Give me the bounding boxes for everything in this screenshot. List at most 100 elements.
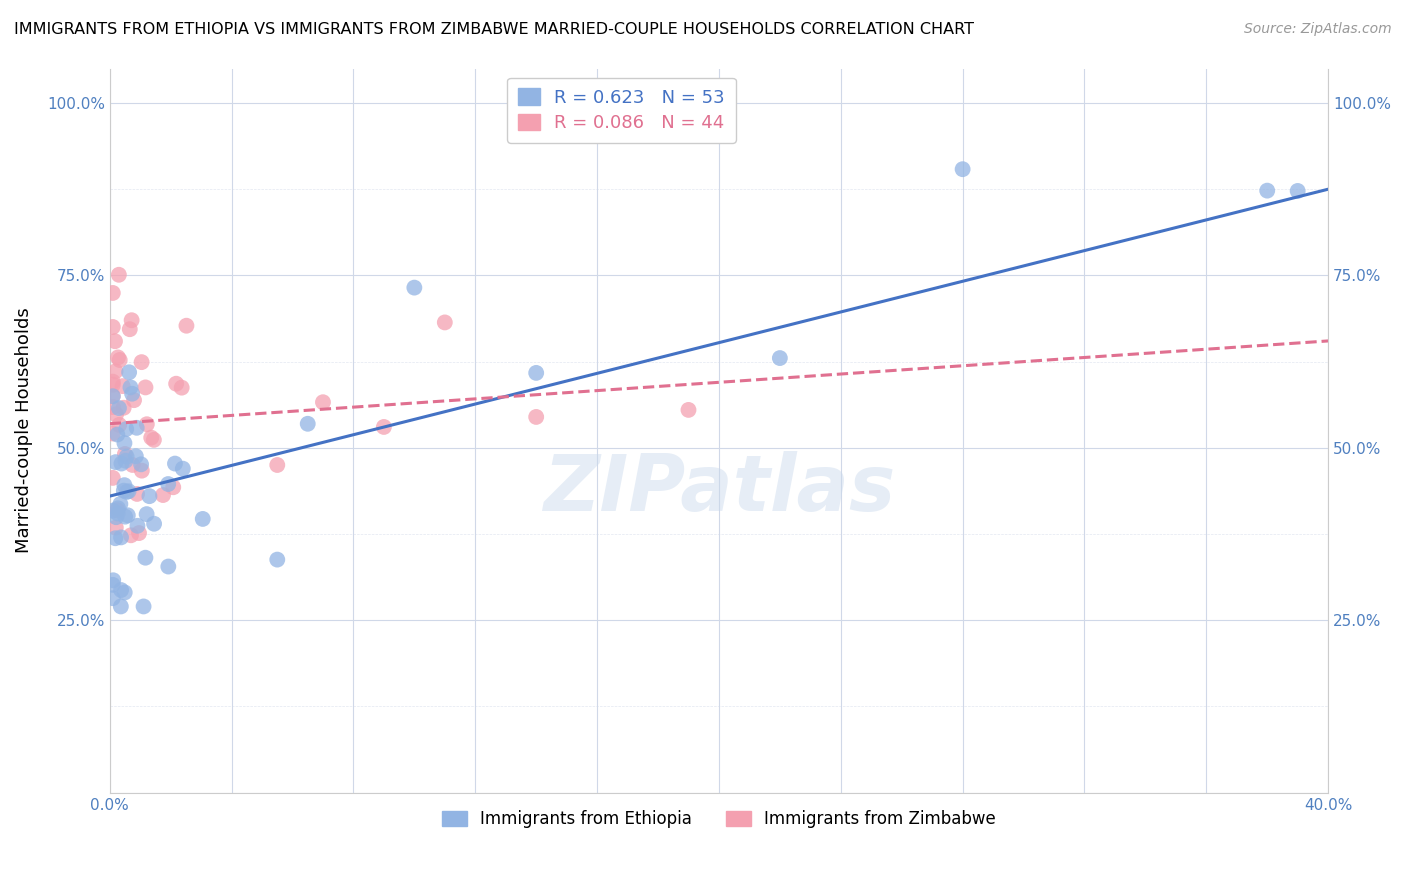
Point — [131, 355, 153, 369]
Point — [104, 520, 127, 534]
Point — [134, 550, 156, 565]
Point — [104, 531, 127, 545]
Point — [524, 409, 547, 424]
Point — [118, 365, 141, 379]
Point — [104, 455, 127, 469]
Point — [101, 375, 124, 389]
Point — [101, 389, 124, 403]
Point — [142, 433, 165, 447]
Point — [125, 449, 148, 463]
Point — [101, 578, 124, 592]
Point — [266, 552, 288, 566]
Point — [121, 313, 143, 327]
Point — [120, 380, 142, 394]
Text: ZIPatlas: ZIPatlas — [543, 450, 896, 526]
Point — [163, 457, 186, 471]
Point — [120, 528, 142, 542]
Point — [114, 436, 136, 450]
Point — [115, 484, 138, 499]
Point — [121, 458, 143, 472]
Point — [110, 530, 132, 544]
Point — [101, 285, 124, 300]
Point — [101, 503, 124, 517]
Point — [101, 377, 124, 392]
Point — [678, 403, 700, 417]
Point — [143, 516, 166, 531]
Point — [157, 559, 180, 574]
Point — [165, 376, 187, 391]
Point — [266, 458, 288, 472]
Point — [297, 417, 319, 431]
Point — [1286, 184, 1309, 198]
Point — [135, 417, 157, 432]
Point — [524, 366, 547, 380]
Point — [131, 464, 153, 478]
Point — [125, 487, 148, 501]
Point — [112, 483, 135, 498]
Point — [129, 458, 152, 472]
Point — [312, 395, 335, 409]
Point — [176, 318, 198, 333]
Point — [152, 488, 174, 502]
Point — [433, 315, 456, 329]
Point — [138, 489, 160, 503]
Point — [107, 351, 129, 365]
Point — [101, 426, 124, 441]
Point — [135, 507, 157, 521]
Point — [104, 364, 127, 378]
Point — [191, 512, 214, 526]
Point — [101, 400, 124, 414]
Point — [952, 162, 974, 177]
Point — [118, 322, 141, 336]
Point — [114, 585, 136, 599]
Point — [105, 503, 128, 517]
Y-axis label: Married-couple Households: Married-couple Households — [15, 308, 32, 553]
Point — [103, 574, 125, 588]
Point — [132, 599, 155, 614]
Point — [108, 417, 131, 432]
Point — [128, 526, 150, 541]
Point — [112, 401, 135, 415]
Point — [127, 518, 149, 533]
Point — [373, 420, 395, 434]
Point — [101, 471, 124, 485]
Point — [108, 268, 131, 282]
Point — [108, 353, 131, 368]
Point — [162, 480, 184, 494]
Point — [110, 457, 132, 471]
Point — [115, 450, 138, 464]
Point — [115, 422, 138, 436]
Point — [117, 508, 139, 523]
Point — [105, 427, 128, 442]
Point — [769, 351, 792, 365]
Legend: Immigrants from Ethiopia, Immigrants from Zimbabwe: Immigrants from Ethiopia, Immigrants fro… — [436, 804, 1002, 835]
Point — [404, 280, 426, 294]
Point — [117, 484, 139, 499]
Point — [112, 478, 135, 492]
Point — [101, 320, 124, 334]
Text: IMMIGRANTS FROM ETHIOPIA VS IMMIGRANTS FROM ZIMBABWE MARRIED-COUPLE HOUSEHOLDS C: IMMIGRANTS FROM ETHIOPIA VS IMMIGRANTS F… — [14, 22, 974, 37]
Point — [110, 599, 132, 614]
Point — [170, 381, 193, 395]
Point — [108, 401, 131, 415]
Text: Source: ZipAtlas.com: Source: ZipAtlas.com — [1244, 22, 1392, 37]
Point — [110, 582, 132, 597]
Point — [105, 408, 128, 422]
Point — [105, 510, 128, 524]
Point — [122, 393, 145, 408]
Point — [107, 501, 129, 516]
Point — [101, 591, 124, 606]
Point — [110, 497, 132, 511]
Point — [114, 447, 136, 461]
Point — [104, 334, 127, 349]
Point — [1256, 184, 1278, 198]
Point — [101, 389, 124, 403]
Point — [172, 461, 194, 475]
Point — [111, 379, 134, 393]
Point — [114, 454, 136, 468]
Point — [157, 477, 180, 491]
Point — [114, 509, 136, 524]
Point — [121, 386, 143, 401]
Point — [125, 421, 148, 435]
Point — [107, 507, 129, 521]
